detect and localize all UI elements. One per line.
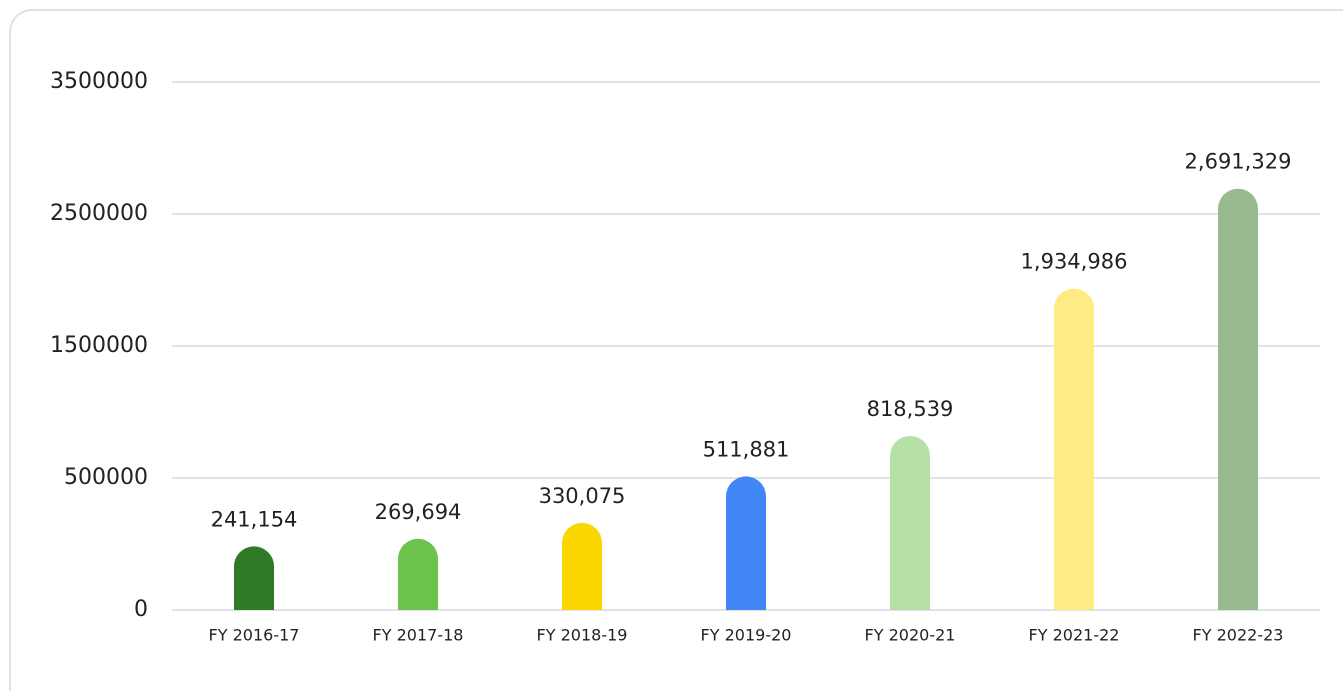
- data-label: 269,694: [375, 500, 462, 524]
- data-label: 511,881: [703, 437, 790, 461]
- y-tick-label: 500000: [64, 465, 148, 490]
- bar: [398, 538, 438, 610]
- y-tick-label: 0: [134, 597, 148, 622]
- bar: [562, 522, 602, 610]
- bar: [234, 546, 274, 610]
- x-tick-label: FY 2018-19: [537, 626, 628, 645]
- data-label: 818,539: [867, 397, 954, 421]
- x-tick-label: FY 2017-18: [373, 626, 464, 645]
- x-tick-label: FY 2016-17: [209, 626, 300, 645]
- data-label: 241,154: [211, 507, 298, 531]
- data-label: 330,075: [539, 484, 626, 508]
- bar: [1054, 288, 1094, 610]
- y-tick-label: 2500000: [50, 201, 148, 226]
- card: [9, 9, 1343, 691]
- bar: [726, 476, 766, 610]
- y-tick-label: 3500000: [50, 69, 148, 94]
- bar: [890, 435, 930, 610]
- bar: [1218, 188, 1258, 610]
- data-label: 1,934,986: [1021, 250, 1128, 274]
- x-tick-label: FY 2019-20: [701, 626, 792, 645]
- data-label: 2,691,329: [1185, 150, 1292, 174]
- x-tick-label: FY 2020-21: [865, 626, 956, 645]
- x-tick-label: FY 2022-23: [1193, 626, 1284, 645]
- x-tick-label: FY 2021-22: [1029, 626, 1120, 645]
- y-tick-label: 1500000: [50, 333, 148, 358]
